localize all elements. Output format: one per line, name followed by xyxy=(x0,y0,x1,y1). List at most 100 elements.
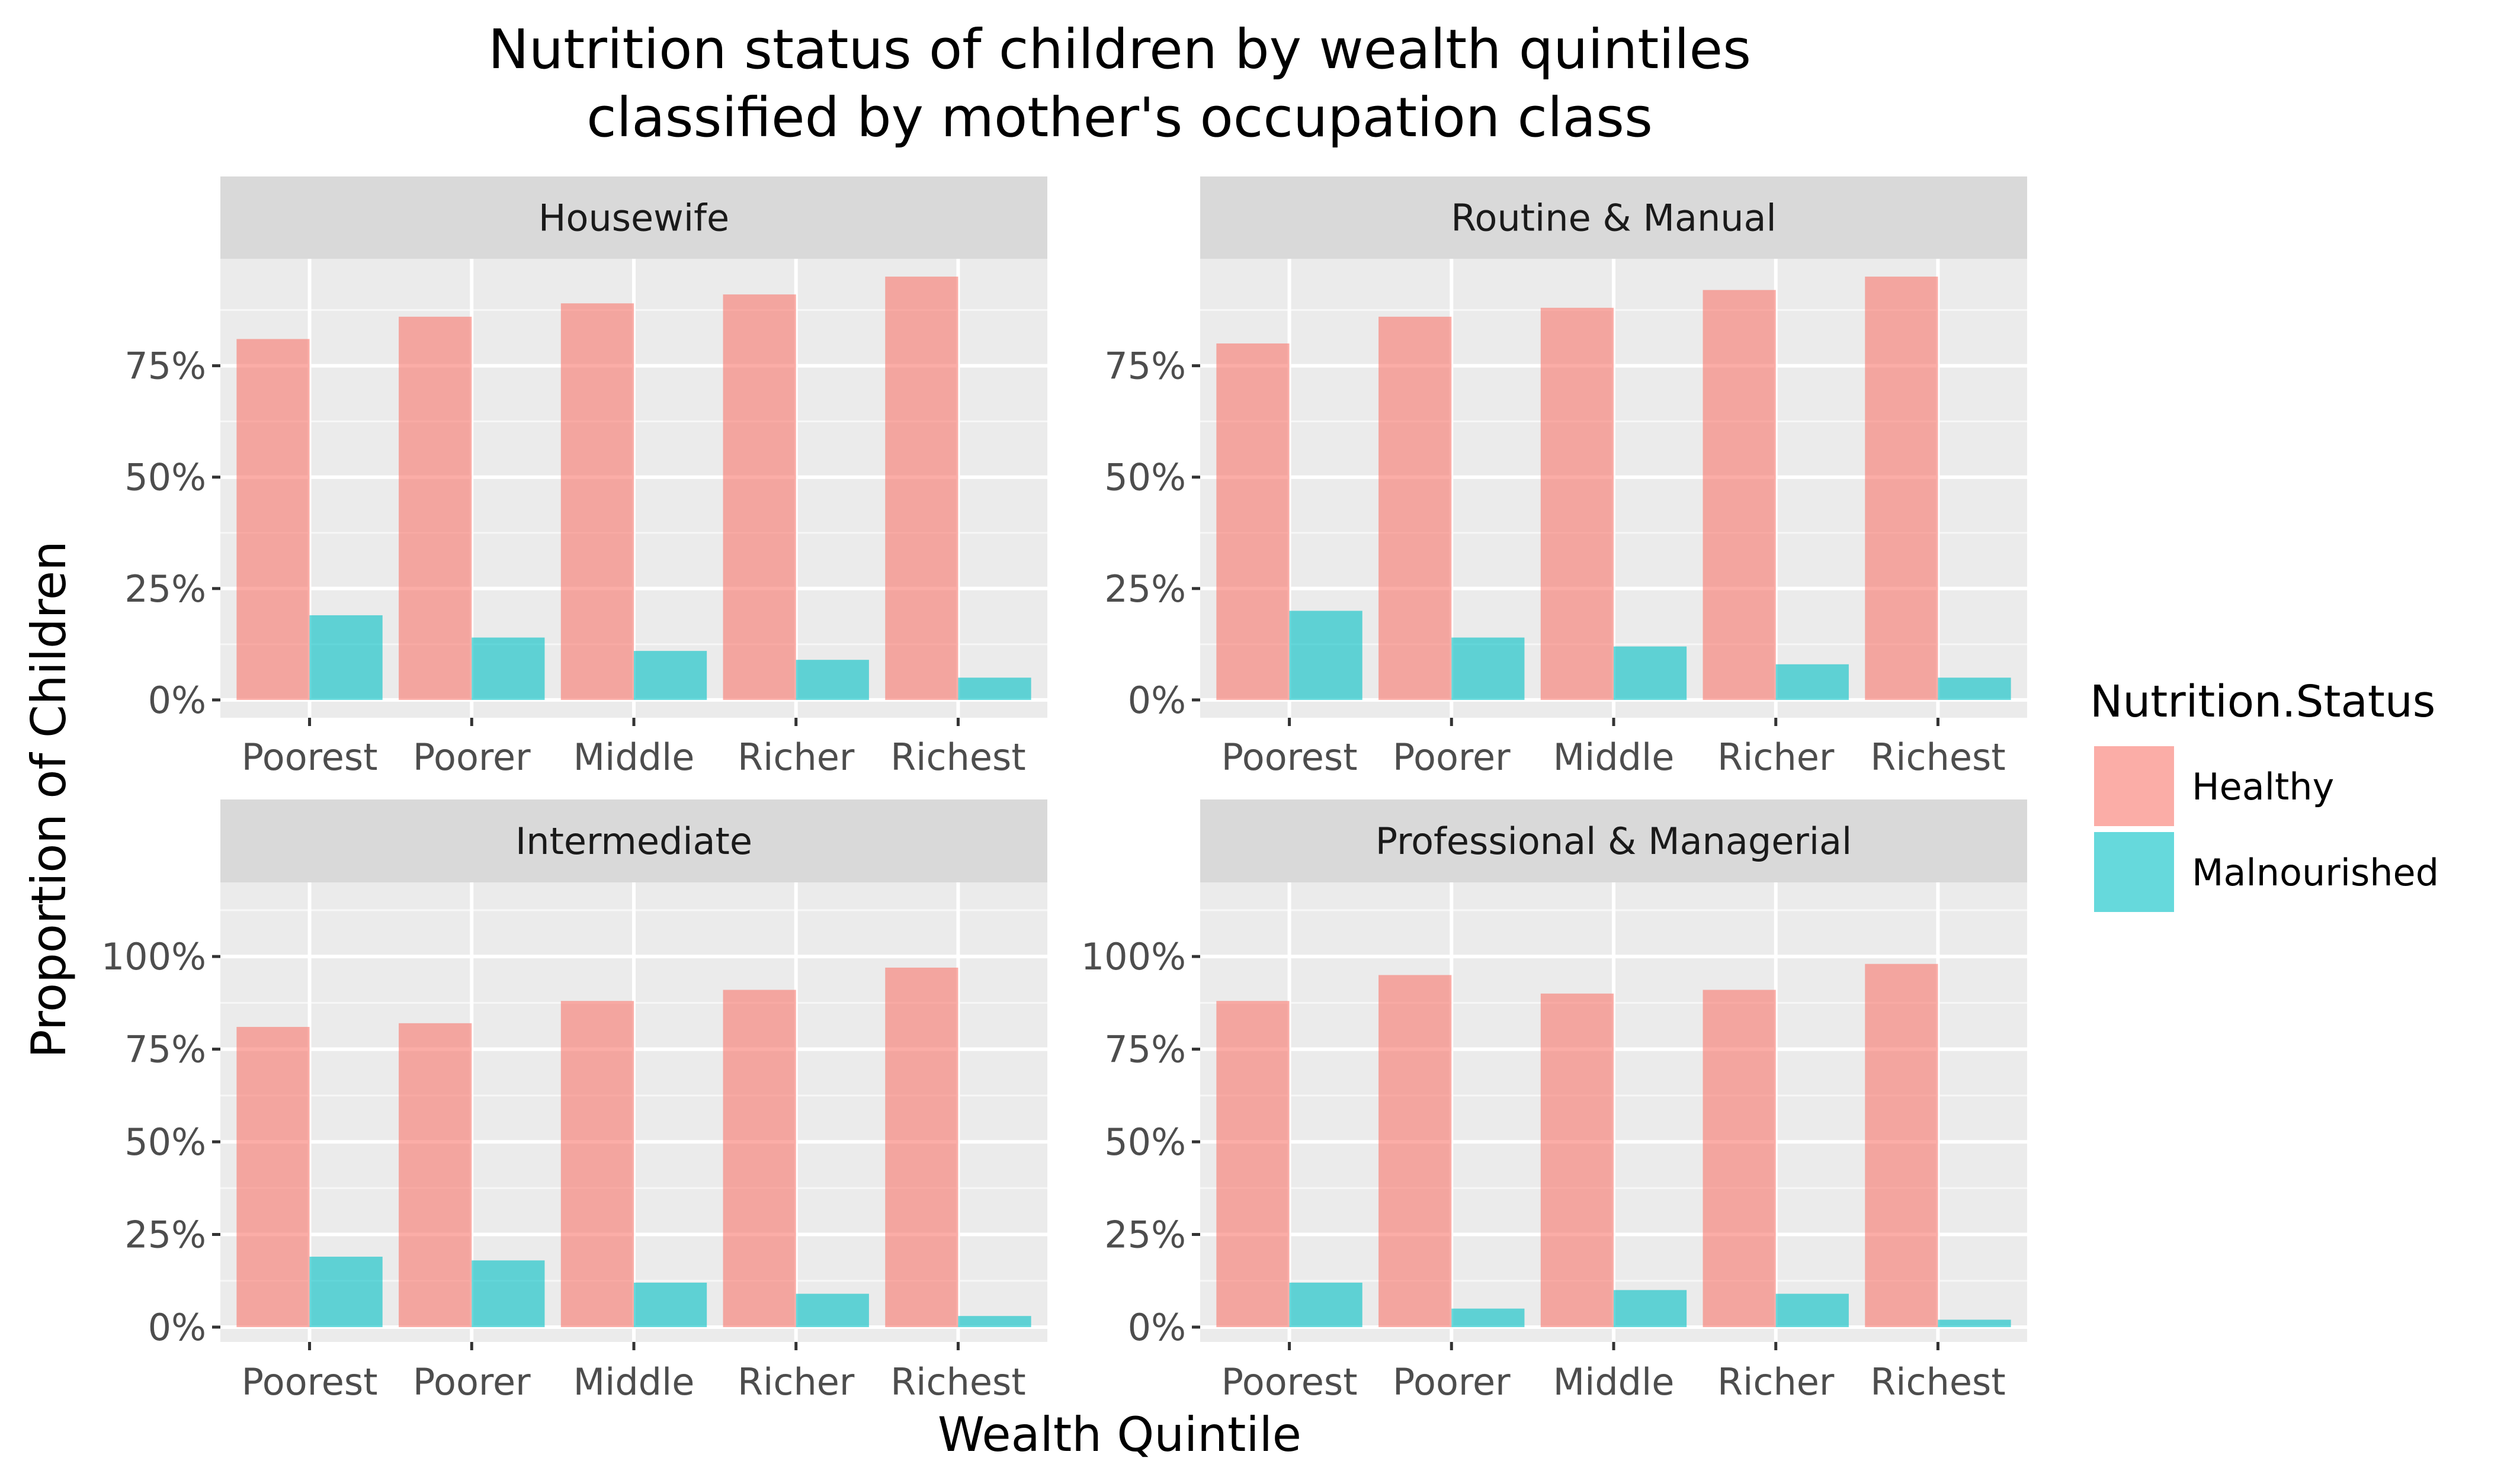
bar-malnourished xyxy=(634,1282,707,1327)
x-tick-label: Richer xyxy=(1717,736,1835,779)
bar-healthy xyxy=(236,339,310,700)
bar-malnourished xyxy=(796,1293,869,1327)
y-tick-label: 25% xyxy=(124,1213,206,1257)
bar-malnourished xyxy=(1938,677,2011,700)
x-tick-label: Poorest xyxy=(242,1360,378,1404)
facet-strip xyxy=(220,799,1047,882)
y-tick-label: 75% xyxy=(124,1028,206,1071)
x-tick-label: Middle xyxy=(573,736,695,779)
bar-healthy xyxy=(1703,290,1776,700)
x-tick-label: Richest xyxy=(1870,736,2005,779)
x-tick-label: Richest xyxy=(1870,1360,2005,1404)
bar-malnourished xyxy=(958,677,1031,700)
y-tick-label: 0% xyxy=(1128,679,1186,722)
x-tick-label: Poorest xyxy=(242,736,378,779)
x-tick-label: Poorer xyxy=(1393,1360,1511,1404)
bar-malnourished xyxy=(1938,1319,2011,1327)
bar-healthy xyxy=(236,1027,310,1327)
y-tick-label: 100% xyxy=(101,935,206,978)
bar-malnourished xyxy=(1775,664,1849,700)
y-tick-label: 75% xyxy=(124,345,206,388)
bar-malnourished xyxy=(1289,611,1362,700)
facet-strip xyxy=(220,176,1047,259)
bar-healthy xyxy=(723,990,796,1327)
y-tick-label: 50% xyxy=(124,1120,206,1164)
bar-healthy xyxy=(1216,1001,1290,1327)
facet-strip-label: Routine & Manual xyxy=(1451,197,1777,240)
bar-healthy xyxy=(1865,964,1938,1327)
x-tick-label: Richest xyxy=(890,736,1025,779)
legend-key-malnourished xyxy=(2094,832,2174,912)
facet-strip-label: Intermediate xyxy=(515,820,752,863)
bar-healthy xyxy=(399,1023,472,1327)
bar-malnourished xyxy=(1775,1293,1849,1327)
y-tick-label: 25% xyxy=(124,567,206,611)
bar-malnourished xyxy=(309,1257,383,1327)
bar-healthy xyxy=(1540,307,1614,700)
y-axis-title: Proportion of Children xyxy=(21,541,76,1058)
x-axis-title: Wealth Quintile xyxy=(938,1407,1301,1462)
x-tick-label: Middle xyxy=(1553,736,1675,779)
bar-healthy xyxy=(399,316,472,700)
bar-malnourished xyxy=(634,651,707,700)
bar-malnourished xyxy=(1289,1282,1362,1327)
x-tick-label: Middle xyxy=(573,1360,695,1404)
bar-malnourished xyxy=(309,615,383,700)
x-tick-label: Poorer xyxy=(413,1360,531,1404)
bar-malnourished xyxy=(958,1316,1031,1327)
legend-key-healthy xyxy=(2094,746,2174,826)
facet-panel: Housewife 0% 25% 50% 75% Poorest Poorer Middle R… xyxy=(124,176,1047,779)
facet-strip-label: Housewife xyxy=(538,197,729,240)
bar-healthy xyxy=(885,277,958,700)
x-tick-label: Richer xyxy=(738,1360,855,1404)
y-tick-label: 100% xyxy=(1081,935,1186,978)
bar-healthy xyxy=(1703,990,1776,1327)
facet-panels: Housewife 0% 25% 50% 75% Poorest Poorer Middle R… xyxy=(101,176,2027,1404)
legend-title: Nutrition.Status xyxy=(2090,676,2435,727)
facet-panel: Professional & Managerial 0% 25% 50% 75% 100%… xyxy=(1081,799,2027,1404)
y-tick-label: 50% xyxy=(1104,1120,1186,1164)
bar-malnourished xyxy=(796,660,869,700)
legend-label: Malnourished xyxy=(2192,851,2439,894)
chart-subtitle: classified by mother's occupation class xyxy=(586,86,1653,149)
facet-strip xyxy=(1200,799,2027,882)
facet-panel: Intermediate 0% 25% 50% 75% 100% Poorest Poorer… xyxy=(101,799,1047,1404)
bar-healthy xyxy=(1378,316,1452,700)
bar-healthy xyxy=(1865,277,1938,700)
facet-strip-label: Professional & Managerial xyxy=(1376,820,1852,863)
bar-malnourished xyxy=(1614,646,1687,700)
x-tick-label: Poorer xyxy=(1393,736,1511,779)
bar-malnourished xyxy=(472,1260,545,1327)
x-tick-label: Poorest xyxy=(1221,736,1358,779)
bar-malnourished xyxy=(472,637,545,700)
bar-healthy xyxy=(1540,993,1614,1327)
x-tick-label: Poorer xyxy=(413,736,531,779)
bar-healthy xyxy=(1378,975,1452,1327)
bar-malnourished xyxy=(1451,637,1525,700)
bar-healthy xyxy=(1216,343,1290,700)
x-tick-label: Richest xyxy=(890,1360,1025,1404)
bar-healthy xyxy=(560,1001,634,1327)
y-tick-label: 0% xyxy=(148,1306,206,1349)
y-tick-label: 75% xyxy=(1104,345,1186,388)
bar-healthy xyxy=(723,294,796,700)
legend-label: Healthy xyxy=(2192,765,2334,808)
y-tick-label: 75% xyxy=(1104,1028,1186,1071)
bar-healthy xyxy=(885,967,958,1327)
facet-strip xyxy=(1200,176,2027,259)
y-tick-label: 50% xyxy=(1104,456,1186,499)
y-tick-label: 0% xyxy=(148,679,206,722)
bar-healthy xyxy=(560,303,634,700)
x-tick-label: Poorest xyxy=(1221,1360,1358,1404)
bar-malnourished xyxy=(1614,1290,1687,1327)
x-tick-label: Richer xyxy=(1717,1360,1835,1404)
y-tick-label: 25% xyxy=(1104,567,1186,611)
x-tick-label: Richer xyxy=(738,736,855,779)
x-tick-label: Middle xyxy=(1553,1360,1675,1404)
y-tick-label: 0% xyxy=(1128,1306,1186,1349)
y-tick-label: 50% xyxy=(124,456,206,499)
y-tick-label: 25% xyxy=(1104,1213,1186,1257)
legend: Nutrition.Status Healthy Malnourished xyxy=(2090,676,2439,912)
